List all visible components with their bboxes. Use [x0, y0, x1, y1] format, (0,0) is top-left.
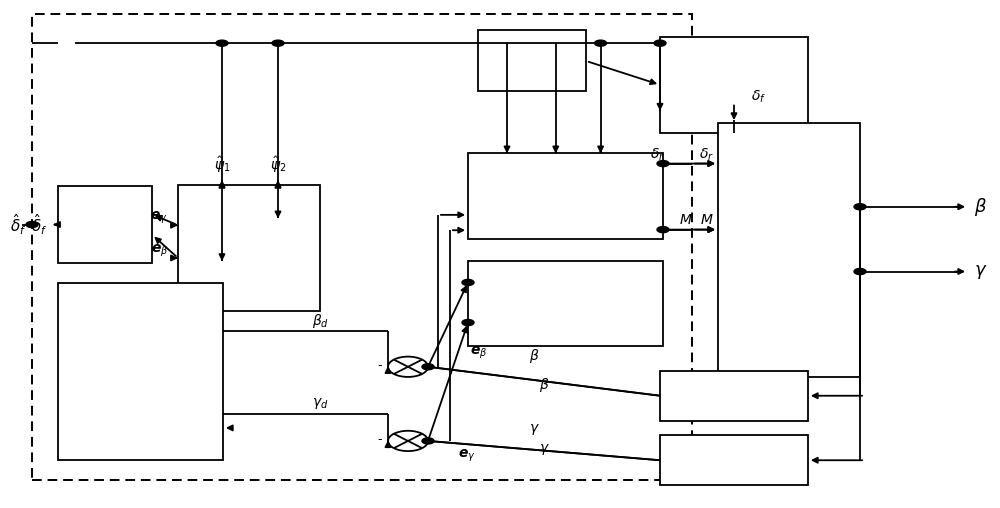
Text: $M$: $M$	[700, 213, 714, 228]
Text: -: -	[378, 433, 382, 447]
Text: $\beta$: $\beta$	[539, 375, 549, 394]
Circle shape	[272, 40, 284, 46]
FancyBboxPatch shape	[718, 123, 860, 377]
Text: $\hat{\psi}_1$: $\hat{\psi}_1$	[214, 154, 230, 175]
Circle shape	[26, 221, 38, 228]
Text: $\beta$: $\beta$	[529, 346, 539, 365]
Text: $\gamma$: $\gamma$	[974, 263, 987, 280]
Circle shape	[388, 431, 428, 451]
Text: $\gamma_d$: $\gamma_d$	[312, 396, 329, 411]
Circle shape	[854, 268, 866, 274]
FancyBboxPatch shape	[58, 186, 152, 263]
Text: $\boldsymbol{e}_{\gamma}$: $\boldsymbol{e}_{\gamma}$	[150, 209, 168, 226]
Text: +: +	[411, 430, 419, 440]
FancyBboxPatch shape	[660, 435, 808, 485]
Text: $\delta_f$: $\delta_f$	[751, 88, 767, 105]
Text: $\boldsymbol{e}_{\gamma}$: $\boldsymbol{e}_{\gamma}$	[458, 448, 476, 464]
Circle shape	[654, 40, 666, 46]
Circle shape	[657, 161, 669, 167]
Text: $\hat{\delta}_f$: $\hat{\delta}_f$	[31, 212, 48, 237]
Circle shape	[657, 227, 669, 233]
Circle shape	[422, 438, 434, 444]
Circle shape	[854, 204, 866, 210]
Circle shape	[462, 279, 474, 285]
Text: $\gamma$: $\gamma$	[529, 422, 539, 437]
Circle shape	[595, 40, 607, 46]
FancyBboxPatch shape	[178, 185, 320, 311]
Text: $\delta_r$: $\delta_r$	[650, 146, 666, 163]
Text: $\delta_r$: $\delta_r$	[699, 146, 715, 163]
Text: $\beta$: $\beta$	[974, 196, 987, 218]
Text: $\boldsymbol{e}_{\beta}$: $\boldsymbol{e}_{\beta}$	[151, 242, 168, 259]
FancyBboxPatch shape	[58, 283, 223, 460]
Circle shape	[422, 364, 434, 370]
Text: $\beta_d$: $\beta_d$	[312, 311, 329, 330]
FancyBboxPatch shape	[478, 30, 586, 91]
Text: +: +	[411, 356, 419, 366]
FancyBboxPatch shape	[660, 37, 808, 133]
Circle shape	[388, 357, 428, 377]
Text: $\gamma$: $\gamma$	[539, 441, 549, 457]
Circle shape	[216, 40, 228, 46]
Text: $\boldsymbol{e}_{\beta}$: $\boldsymbol{e}_{\beta}$	[470, 344, 487, 361]
FancyBboxPatch shape	[468, 261, 663, 346]
FancyBboxPatch shape	[660, 371, 808, 421]
FancyBboxPatch shape	[468, 153, 663, 239]
Text: $\hat{\delta}_f$: $\hat{\delta}_f$	[10, 212, 27, 237]
Text: -: -	[378, 359, 382, 372]
Text: $\hat{\psi}_2$: $\hat{\psi}_2$	[270, 154, 286, 175]
Circle shape	[462, 320, 474, 326]
Text: $M$: $M$	[679, 213, 693, 228]
